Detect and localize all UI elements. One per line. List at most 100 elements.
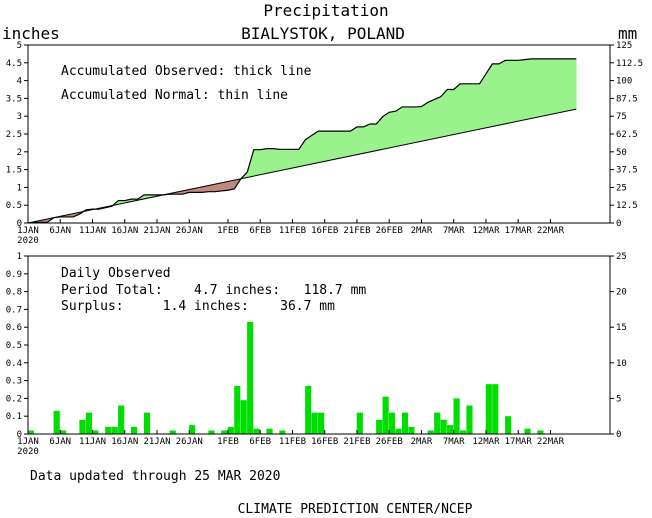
daily-bar — [240, 400, 247, 434]
accumulated-fill-segment — [550, 58, 558, 115]
y2-tick-label: 12.5 — [616, 201, 638, 211]
x-tick-label: 26FEB — [376, 226, 403, 236]
y-tick-label: 0.3 — [6, 377, 22, 387]
y2-tick-label: 100 — [616, 77, 632, 87]
accumulated-fill-segment — [466, 83, 474, 133]
y2-tick-label: 10 — [616, 359, 627, 369]
y-tick-label: 3.5 — [6, 94, 22, 104]
accumulated-fill-segment — [272, 148, 280, 173]
period-total-label: Period Total: 4.7 inches: 118.7 mm — [61, 283, 366, 298]
accumulated-observed-legend: Accumulated Observed: thick line — [61, 64, 312, 79]
daily-bar — [234, 385, 241, 434]
x-tick-label: 11JAN — [79, 226, 106, 236]
y-tick-label: 0.9 — [6, 270, 22, 280]
x-tick-label: 6FEB — [249, 226, 271, 236]
x-tick-label: 6FEB — [249, 437, 271, 447]
daily-y2-axis: 0 5 10 15 20 25 — [610, 252, 627, 440]
accumulated-fill-segment — [266, 148, 274, 174]
y2-tick-label: 25 — [616, 183, 627, 193]
y2-tick-label: 5 — [616, 394, 621, 404]
x-tick-label: 17MAR — [505, 437, 533, 447]
accumulated-fill-segment — [408, 106, 416, 145]
accumulated-fill-segment — [337, 130, 345, 160]
x-tick-label: 22MAR — [537, 226, 565, 236]
x-tick-label: 11FEB — [279, 226, 306, 236]
x-tick-label: 1JAN — [17, 437, 39, 447]
x-tick-label: 26JAN — [176, 226, 203, 236]
accumulated-fill-segment — [524, 58, 532, 121]
accumulated-fill-segment — [440, 88, 448, 138]
accumulated-fill-segment — [369, 123, 377, 153]
accumulated-fill-segment — [511, 60, 519, 123]
accumulated-fill-segment — [395, 106, 403, 147]
x-tick-year-label: 2020 — [17, 236, 39, 246]
accumulated-fill-segment — [388, 110, 396, 149]
accumulated-lines — [27, 58, 577, 224]
y2-tick-label: 62.5 — [616, 130, 638, 140]
chart-subtitle: BIALYSTOK, POLAND — [241, 24, 405, 43]
accumulated-fill-segment — [446, 89, 455, 137]
daily-bar — [505, 416, 512, 434]
accumulated-fill-segment — [498, 59, 506, 126]
daily-bar — [389, 412, 396, 434]
daily-bar — [27, 430, 34, 434]
accumulated-fill-segment — [324, 130, 332, 162]
accumulated-fill-segment — [311, 130, 319, 165]
accumulated-fill-segment — [414, 106, 422, 143]
accumulated-fill-segment — [517, 59, 525, 122]
y-tick-label: 0.4 — [6, 359, 22, 369]
daily-bar — [208, 430, 215, 434]
accumulated-panel: 0 0.5 1 1.5 2 2.5 3 3.5 4 4.5 5 0 12.5 25 37.5 50 62.5 7… — [6, 41, 643, 246]
x-tick-label: 26FEB — [376, 437, 403, 447]
daily-bar — [440, 419, 447, 434]
daily-bar — [459, 430, 467, 434]
accumulated-observed-line — [27, 58, 577, 224]
y2-tick-label: 0 — [616, 430, 621, 440]
x-tick-label: 16FEB — [311, 226, 338, 236]
daily-bar — [189, 425, 196, 434]
accumulated-fill-segment — [350, 126, 358, 157]
daily-bar — [485, 384, 492, 434]
y2-tick-label: 15 — [616, 323, 627, 333]
x-tick-label: 17MAR — [505, 226, 533, 236]
y2-tick-label: 0 — [616, 219, 621, 229]
daily-bar — [111, 426, 118, 434]
y-tick-label: 2.5 — [6, 130, 22, 140]
y-tick-label: 0.2 — [6, 394, 22, 404]
daily-bar — [318, 412, 325, 434]
x-tick-label: 21JAN — [143, 226, 170, 236]
x-tick-label: 6JAN — [49, 226, 71, 236]
x-tick-label: 26JAN — [176, 437, 203, 447]
daily-bar — [253, 428, 260, 434]
accumulated-normal-line — [27, 108, 577, 224]
daily-bar — [105, 426, 112, 434]
accumulated-fill-segment — [563, 58, 571, 113]
accumulated-fill-segment — [356, 126, 364, 156]
data-updated-note: Data updated through 25 MAR 2020 — [30, 469, 280, 484]
x-tick-label: 22MAR — [537, 437, 565, 447]
x-tick-label: 7MAR — [443, 226, 465, 236]
left-unit-label: inches — [2, 24, 60, 43]
daily-bar — [401, 412, 409, 434]
accumulated-fill-segment — [485, 62, 493, 129]
x-tick-label: 2MAR — [411, 226, 433, 236]
y-tick-label: 0.7 — [6, 305, 22, 315]
accumulated-fill-segment — [375, 115, 384, 151]
accumulated-fill-segment — [363, 123, 371, 154]
daily-bar — [453, 398, 460, 434]
x-tick-label: 1FEB — [217, 437, 239, 447]
x-tick-label: 16JAN — [111, 226, 138, 236]
accumulated-fill-segment — [421, 101, 429, 142]
daily-bar — [60, 430, 67, 434]
y2-tick-label: 50 — [616, 148, 627, 158]
daily-bar — [311, 412, 318, 434]
accumulated-fills — [27, 58, 577, 224]
x-tick-label: 12MAR — [472, 437, 500, 447]
daily-bar — [466, 405, 473, 434]
credit-line: CLIMATE PREDICTION CENTER/NCEP — [238, 502, 473, 517]
y-tick-label: 4 — [17, 77, 22, 87]
daily-bar — [143, 412, 151, 434]
accumulated-fill-segment — [259, 148, 267, 176]
daily-bar — [227, 426, 234, 434]
